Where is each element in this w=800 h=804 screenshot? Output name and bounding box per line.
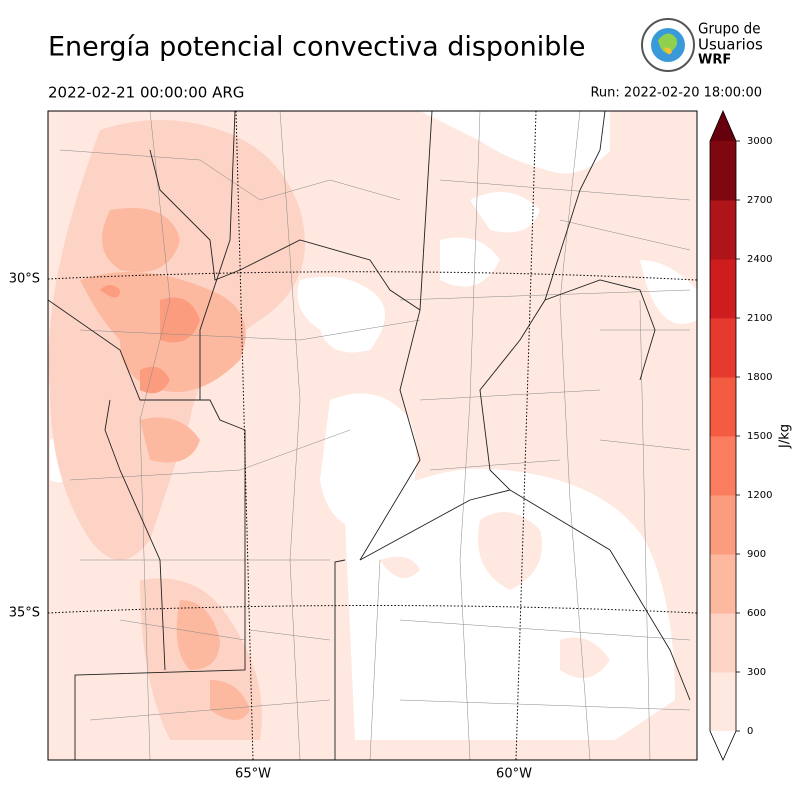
colorbar-tick-label: 1200: [747, 490, 772, 501]
colorbar-segment: [710, 672, 736, 732]
colorbar-tick-label: 0: [747, 726, 753, 737]
colorbar-segment: [710, 436, 736, 496]
colorbar-tick-label: 2100: [747, 313, 772, 324]
colorbar: 0 300 600 900 1200 1500 1800 2100 2400 2700 3000: [709, 109, 772, 761]
colorbar-segment: [710, 613, 736, 673]
colorbar-tick-label: 1500: [747, 431, 772, 442]
logo: Grupo de Usuarios WRF: [641, 18, 763, 72]
colorbar-label: J/kg: [778, 424, 793, 449]
logo-text: WRF: [698, 53, 731, 68]
lat-label: 35°S: [9, 606, 40, 621]
colorbar-tick-label: 600: [747, 608, 766, 619]
run-time: Run: 2022-02-20 18:00:00: [590, 86, 762, 101]
colorbar-segment: [710, 318, 736, 378]
colorbar-tick-label: 2400: [747, 254, 772, 265]
colorbar-segment: [710, 554, 736, 614]
colorbar-extend-min: [710, 731, 736, 760]
lat-label: 30°S: [9, 272, 40, 287]
logo-text: Grupo de: [698, 20, 761, 38]
colorbar-tick-label: 300: [747, 667, 766, 678]
logo-text: Usuarios: [698, 36, 763, 54]
colorbar-segment: [710, 200, 736, 260]
colorbar-tick-label: 2700: [747, 195, 772, 206]
colorbar-segment: [710, 259, 736, 319]
title: Energía potencial convectiva disponible: [48, 32, 585, 63]
colorbar-tick-label: 900: [747, 549, 766, 560]
map-frame: [47, 110, 698, 761]
colorbar-segment: [710, 141, 736, 201]
map: [48, 111, 697, 760]
valid-time: 2022-02-21 00:00:00 ARG: [48, 84, 244, 102]
colorbar-tick-label: 3000: [747, 136, 772, 147]
lon-label: 60°W: [496, 767, 532, 782]
lon-label: 65°W: [235, 767, 271, 782]
colorbar-segment: [710, 495, 736, 555]
colorbar-tick-label: 1800: [747, 372, 772, 383]
colorbar-segment: [710, 377, 736, 437]
colorbar-extend-max: [710, 111, 736, 141]
